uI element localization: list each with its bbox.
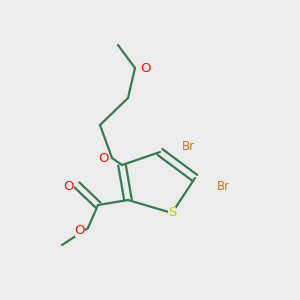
- Text: Br: Br: [182, 140, 195, 154]
- Text: Br: Br: [217, 179, 230, 193]
- Text: O: O: [140, 61, 151, 74]
- Text: O: O: [74, 224, 85, 236]
- Text: O: O: [64, 181, 74, 194]
- Text: O: O: [98, 152, 109, 164]
- Text: S: S: [168, 206, 176, 220]
